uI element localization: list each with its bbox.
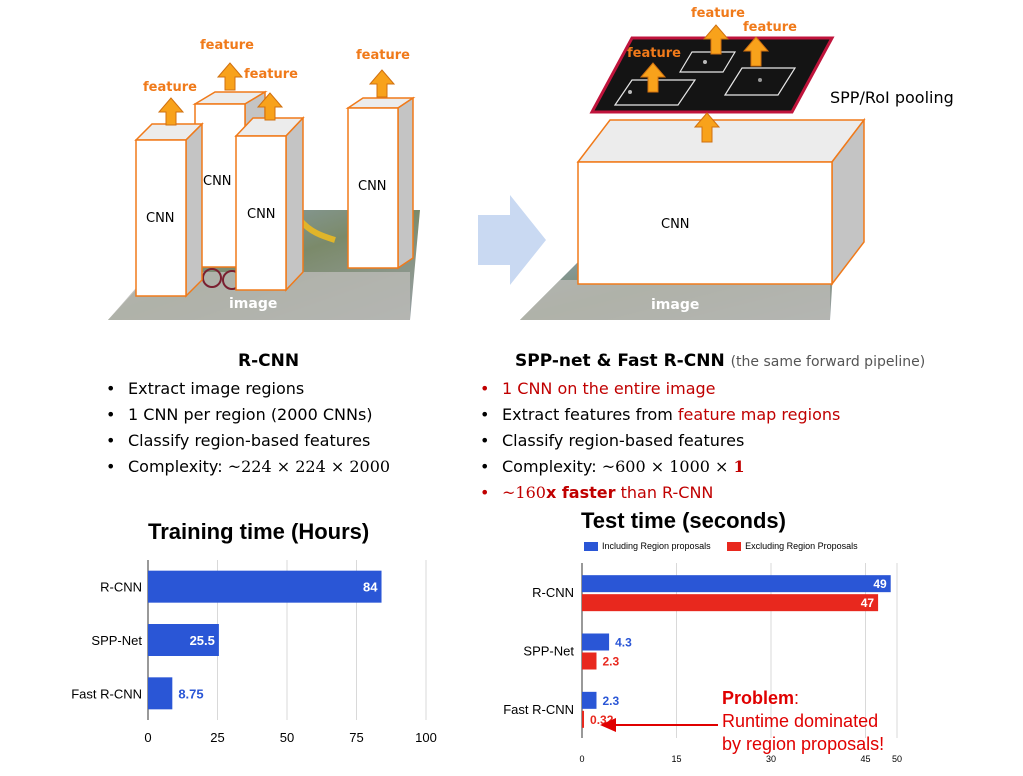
- bar: [582, 575, 891, 593]
- feature-label: feature: [627, 46, 681, 61]
- category-label: SPP-Net: [523, 644, 574, 659]
- list-item: Complexity: ~600 × 1000 × 1: [474, 454, 840, 480]
- up-arrow-icon: [639, 62, 667, 93]
- up-arrow-icon: [702, 24, 730, 55]
- fast-rcnn-title: SPP-net & Fast R-CNN (the same forward p…: [515, 351, 926, 371]
- fast-rcnn-diagram: [520, 24, 866, 320]
- list-item: Complexity: ~224 × 224 × 2000: [100, 454, 390, 480]
- cnn-box: [135, 139, 187, 297]
- cnn-label: CNN: [146, 211, 175, 226]
- up-arrow-icon: [216, 62, 244, 91]
- bar: [582, 691, 597, 709]
- up-arrow-icon: [157, 97, 185, 126]
- cnn-label: CNN: [247, 207, 276, 222]
- image-label: image: [229, 296, 278, 312]
- list-item: Extract image regions: [100, 376, 390, 402]
- bar: [148, 677, 173, 710]
- list-item: Classify region-based features: [100, 428, 390, 454]
- tick-label: 100: [415, 730, 437, 745]
- legend-item: Excluding Region Proposals: [727, 541, 858, 552]
- list-item: ~160x faster than R-CNN: [474, 480, 840, 506]
- up-arrow-icon: [256, 92, 284, 121]
- bar: [582, 633, 610, 651]
- pooling-label: SPP/RoI pooling: [830, 88, 954, 107]
- tick-label: 50: [280, 730, 294, 745]
- test-time-chart: 0 15 30 45 50 R-CNN 49 47 SPP-Net 4.3 2.3 Fast R-CN…: [503, 563, 902, 764]
- feature-map: [589, 36, 835, 114]
- category-label: Fast R-CNN: [503, 702, 574, 717]
- problem-annotation: Problem: Runtime dominated by region pro…: [722, 688, 885, 754]
- feature-label: feature: [244, 67, 298, 82]
- list-item: 1 CNN per region (2000 CNNs): [100, 402, 390, 428]
- cnn-label: CNN: [661, 217, 690, 232]
- rcnn-title: R-CNN: [238, 351, 300, 371]
- feature-label: feature: [691, 6, 745, 21]
- feature-label: feature: [143, 80, 197, 95]
- feature-label: feature: [356, 48, 410, 63]
- list-item: Classify region-based features: [474, 428, 840, 454]
- data-label: 25.5: [190, 633, 215, 648]
- bar: [582, 710, 585, 728]
- arrow-left-icon: [600, 718, 718, 732]
- cnn-label: CNN: [203, 174, 232, 189]
- feature-label: feature: [743, 20, 797, 35]
- bar: [148, 570, 382, 603]
- bar: [582, 594, 879, 612]
- up-arrow-icon: [693, 112, 721, 143]
- feature-label: feature: [200, 38, 254, 53]
- category-label: Fast R-CNN: [71, 686, 142, 701]
- up-arrow-icon: [742, 36, 770, 67]
- cnn-label: CNN: [358, 179, 387, 194]
- training-time-chart: 0 25 50 75 100 R-CNN 84 SPP-Net 25.5 Fast R-CNN 8.…: [71, 560, 437, 745]
- tick-label: 0: [579, 754, 584, 764]
- data-label: 2.3: [602, 655, 619, 669]
- rcnn-bullets: Extract image regions 1 CNN per region (…: [100, 376, 390, 480]
- legend-item: Including Region proposals: [584, 541, 711, 552]
- tick-label: 0: [144, 730, 151, 745]
- cnn-box: [347, 107, 399, 269]
- test-chart-title: Test time (seconds): [581, 508, 786, 533]
- list-item: Extract features from feature map region…: [474, 402, 840, 428]
- training-chart-title: Training time (Hours): [148, 519, 370, 544]
- up-arrow-icon: [368, 69, 396, 98]
- legend-swatch: [584, 542, 598, 552]
- bar: [582, 652, 597, 670]
- tick-label: 75: [349, 730, 363, 745]
- tick-label: 45: [860, 754, 870, 764]
- category-label: R-CNN: [532, 585, 574, 600]
- tick-label: 15: [671, 754, 681, 764]
- list-item: 1 CNN on the entire image: [474, 376, 840, 402]
- data-label: 8.75: [178, 686, 203, 701]
- image-label: image: [651, 297, 700, 313]
- data-label: 2.3: [602, 694, 619, 708]
- category-label: SPP-Net: [91, 633, 142, 648]
- category-label: R-CNN: [100, 580, 142, 595]
- legend-swatch: [727, 542, 742, 552]
- data-label: 84: [363, 580, 378, 595]
- data-label: 4.3: [615, 636, 632, 650]
- tick-label: 25: [210, 730, 224, 745]
- tick-label: 30: [766, 754, 776, 764]
- cnn-box: [235, 135, 287, 291]
- fast-rcnn-subtitle: (the same forward pipeline): [730, 354, 926, 370]
- cnn-box: [577, 161, 833, 285]
- data-label: 49: [873, 577, 887, 591]
- rcnn-diagram: [108, 62, 420, 320]
- data-label: 47: [861, 596, 875, 610]
- fast-rcnn-bullets: 1 CNN on the entire image Extract featur…: [474, 376, 840, 506]
- transition-arrow-icon: [478, 195, 546, 285]
- bar: [148, 624, 219, 656]
- test-chart-legend: Including Region proposals Excluding Reg…: [584, 541, 858, 552]
- tick-label: 50: [892, 754, 902, 764]
